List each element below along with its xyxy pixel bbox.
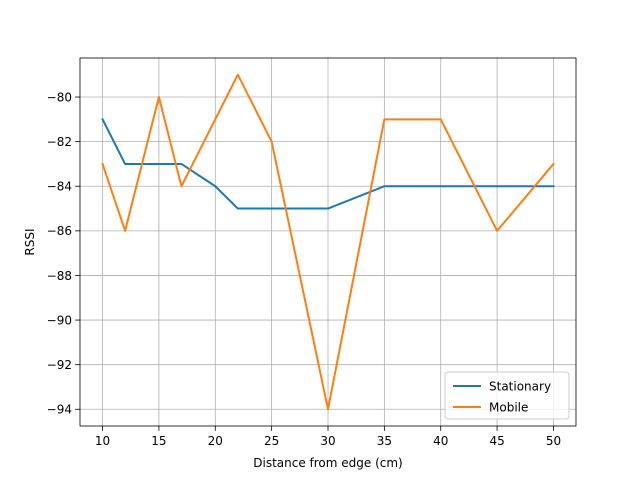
y-axis-label: RSSI xyxy=(23,228,37,255)
y-tick-label: −94 xyxy=(47,403,72,417)
x-tick-label: 15 xyxy=(151,434,166,448)
x-tick-label: 45 xyxy=(489,434,504,448)
x-tick-label: 10 xyxy=(95,434,110,448)
x-tick-label: 30 xyxy=(320,434,335,448)
series-line-stationary xyxy=(101,117,555,210)
y-axis-ticks: −94 −92 −90 −88 −86 −84 −82 −80 xyxy=(47,90,80,417)
legend-label-mobile: Mobile xyxy=(489,400,528,414)
x-axis-ticks: 10 15 20 25 30 35 40 45 50 xyxy=(95,426,561,448)
x-tick-label: 35 xyxy=(377,434,392,448)
y-tick-label: −84 xyxy=(47,180,72,194)
y-tick-label: −90 xyxy=(47,313,72,327)
x-tick-label: 40 xyxy=(433,434,448,448)
y-tick-label: −92 xyxy=(47,358,72,372)
x-tick-label: 20 xyxy=(208,434,223,448)
y-tick-label: −82 xyxy=(47,135,72,149)
series-layer xyxy=(101,73,555,411)
y-tick-label: −86 xyxy=(47,224,72,238)
x-tick-label: 50 xyxy=(546,434,561,448)
y-tick-label: −88 xyxy=(47,269,72,283)
x-axis-label: Distance from edge (cm) xyxy=(253,456,403,470)
legend-label-stationary: Stationary xyxy=(489,379,551,393)
x-tick-label: 25 xyxy=(264,434,279,448)
series-line-mobile xyxy=(101,73,555,411)
legend: Stationary Mobile xyxy=(444,371,570,420)
y-tick-label: −80 xyxy=(47,90,72,104)
